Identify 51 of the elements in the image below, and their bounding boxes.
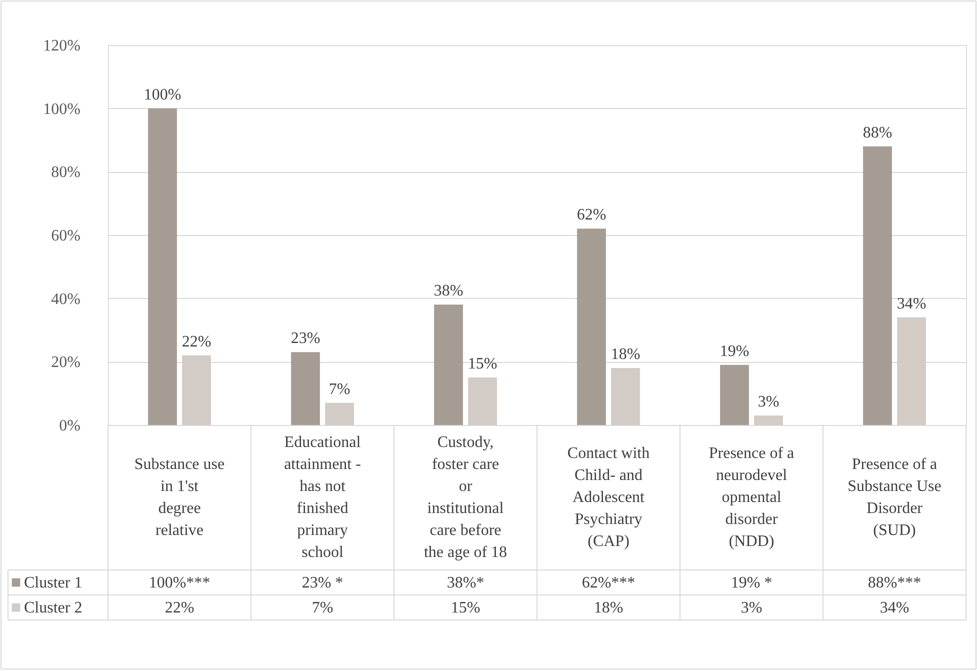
annotation: 18% — [610, 346, 640, 363]
data-label: 34% — [880, 600, 910, 616]
y-tick-label: 100% — [43, 100, 80, 118]
legend-label: Cluster 1 — [24, 574, 82, 592]
y-tick-label: 20% — [51, 354, 80, 372]
bar — [148, 108, 177, 425]
data-label: 15% — [450, 600, 480, 616]
legend-label: Cluster 2 — [24, 600, 82, 616]
annotation: 7% — [328, 380, 350, 398]
x-tick-label: Presence of a neurodevelopmental disorder (NDD) — [708, 445, 794, 550]
y-tick-label: 80% — [51, 164, 80, 182]
bar — [468, 378, 497, 425]
bar — [754, 416, 783, 425]
annotation: 22% — [182, 333, 212, 350]
data-label: 22% — [164, 600, 194, 616]
bar — [897, 317, 926, 425]
text: 38%* — [446, 574, 484, 592]
text: 23% * — [302, 574, 344, 592]
data-label: 18% — [594, 600, 624, 616]
text: 88%*** — [868, 574, 922, 592]
bar — [863, 146, 892, 425]
y-tick-label: 0% — [59, 418, 80, 434]
annotation: 3% — [758, 394, 780, 410]
x-tick-label: Presence of a Substance Use Disorder (SUD) — [848, 456, 942, 539]
bar — [577, 228, 606, 425]
data-label: 38% — [434, 282, 464, 300]
bar — [182, 355, 211, 425]
bar — [611, 368, 640, 425]
text: 100%*** — [148, 574, 210, 592]
text: 62%*** — [582, 574, 636, 592]
data-label: 62% — [576, 206, 606, 224]
annotation: 34% — [896, 295, 926, 312]
bar — [325, 402, 354, 425]
y-tick-label: 40% — [51, 290, 80, 308]
annotation: 15% — [468, 356, 498, 372]
y-tick-label: 60% — [51, 228, 80, 244]
text: 19% * — [730, 574, 772, 592]
data-label: 88% — [862, 124, 892, 142]
bar — [291, 352, 320, 425]
data-label: 100% — [144, 86, 182, 104]
data-label: 23% — [290, 330, 320, 348]
x-tick-label: Contact with Child- and Adolescent Psychiatry (CAP) — [567, 445, 650, 550]
x-tick-label: Educational attainment - has not finished primary school — [284, 434, 362, 561]
bar — [434, 304, 463, 425]
data-label: 3% — [740, 600, 762, 616]
bar — [720, 364, 749, 425]
data-label: 19% — [720, 342, 750, 360]
y-tick-label: 120% — [43, 38, 80, 54]
x-tick-label: Substance use in 1'st degree relative — [134, 456, 225, 539]
data-label: 7% — [312, 600, 334, 616]
x-tick-label: Custody, foster care or institutional care before the age of 18 — [424, 434, 508, 561]
